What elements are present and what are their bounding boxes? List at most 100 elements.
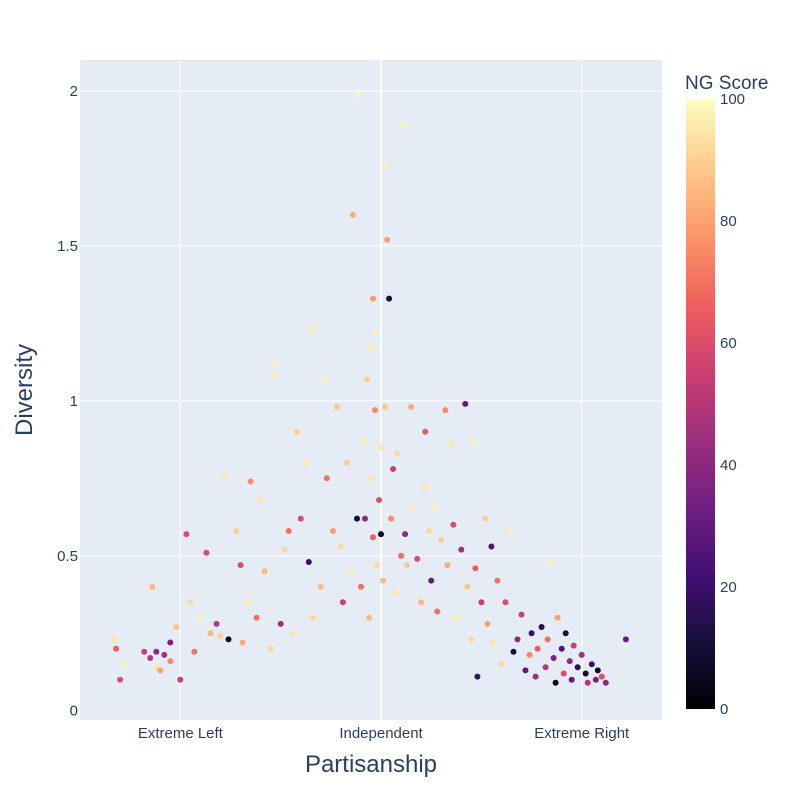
data-point (386, 295, 393, 302)
data-point (161, 651, 168, 658)
data-point (121, 661, 128, 668)
y-tick-label: 0 (70, 703, 78, 720)
data-point (402, 531, 409, 538)
data-point (482, 515, 489, 522)
data-point (582, 670, 589, 677)
data-point (157, 667, 164, 674)
y-tick-label: 2 (70, 83, 78, 100)
data-point (574, 664, 581, 671)
data-point (518, 611, 525, 618)
colorbar-gradient (686, 99, 715, 709)
colorbar-tick-label: 40 (720, 457, 737, 474)
data-point (398, 552, 405, 559)
data-point (506, 528, 513, 534)
data-point (237, 562, 244, 569)
data-point (309, 614, 316, 621)
data-point (554, 614, 561, 621)
data-point (141, 648, 148, 655)
data-point (354, 91, 360, 98)
colorbar-tick-label: 0 (720, 701, 728, 718)
data-point (592, 676, 599, 683)
data-point (362, 515, 368, 522)
data-point (213, 620, 220, 627)
colorbar: NG Score 0 20 40 60 80 100 (685, 73, 768, 718)
colorbar-tick-label: 20 (720, 579, 737, 596)
data-point (494, 577, 501, 584)
data-point (347, 568, 354, 575)
data-point (526, 651, 533, 658)
data-point (153, 648, 160, 655)
data-point (454, 614, 461, 621)
data-point (602, 679, 609, 686)
data-point (364, 376, 370, 383)
data-point (321, 376, 328, 383)
data-point (233, 528, 240, 534)
data-point (368, 475, 374, 482)
data-point (366, 614, 372, 621)
data-point (552, 679, 559, 686)
data-point (488, 543, 495, 550)
data-point (113, 645, 120, 652)
data-point (147, 655, 154, 661)
data-point (301, 459, 308, 466)
data-point (337, 543, 344, 550)
data-point (339, 599, 346, 606)
data-point (378, 444, 384, 451)
data-point (167, 639, 174, 646)
colorbar-tick-label: 100 (720, 91, 745, 108)
data-point (408, 404, 415, 410)
data-point (390, 466, 397, 472)
data-point (207, 630, 214, 637)
data-point (384, 236, 391, 243)
data-point (305, 559, 312, 565)
data-point (372, 329, 378, 336)
data-point (261, 568, 268, 575)
data-point (594, 667, 601, 674)
data-point (297, 515, 304, 522)
data-point (368, 345, 374, 352)
data-point (400, 122, 407, 129)
data-point (438, 537, 445, 544)
data-point (502, 599, 509, 606)
data-point (448, 441, 455, 448)
data-point (474, 673, 481, 680)
data-point (532, 673, 539, 680)
data-point (462, 400, 469, 407)
data-point (225, 636, 232, 643)
data-point (285, 528, 292, 534)
data-point (544, 636, 551, 643)
data-point (269, 360, 276, 367)
data-point (173, 624, 180, 630)
data-point (187, 599, 194, 606)
data-point (349, 211, 356, 218)
data-point (293, 428, 300, 435)
data-point (253, 614, 260, 621)
data-point (370, 534, 376, 541)
data-points (111, 91, 629, 686)
data-point (472, 565, 479, 572)
y-axis-title: Diversity (11, 344, 38, 436)
colorbar-tick-label: 80 (720, 213, 737, 230)
data-point (418, 599, 425, 606)
data-point (247, 478, 254, 485)
data-point (380, 577, 386, 584)
data-point (562, 630, 569, 637)
data-point (191, 648, 198, 655)
data-point (450, 521, 457, 528)
data-point (514, 636, 521, 643)
data-point (528, 630, 535, 637)
data-point (354, 515, 360, 522)
data-point (598, 673, 605, 680)
data-point (422, 484, 429, 491)
data-point (566, 658, 573, 665)
data-point (584, 679, 591, 686)
plot-background (80, 60, 662, 720)
data-point (360, 438, 366, 445)
data-point (309, 326, 316, 333)
y-tick-label: 0.5 (57, 548, 78, 565)
x-tick-label: Extreme Left (138, 725, 224, 742)
data-point (197, 614, 204, 621)
data-point (470, 438, 477, 445)
data-point (428, 577, 435, 584)
data-point (522, 667, 529, 674)
